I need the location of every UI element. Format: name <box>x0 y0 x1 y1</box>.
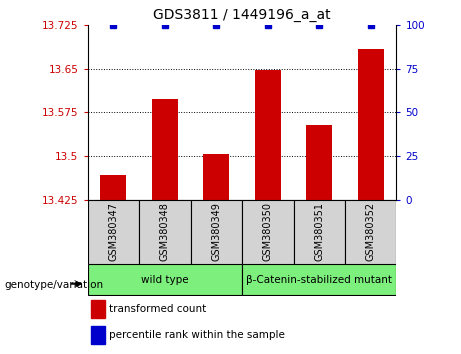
Text: GSM380349: GSM380349 <box>211 202 221 261</box>
Text: genotype/variation: genotype/variation <box>5 280 104 290</box>
Text: transformed count: transformed count <box>109 304 207 314</box>
Bar <box>242 264 396 295</box>
Bar <box>152 99 177 200</box>
Text: β-Catenin-stabilized mutant: β-Catenin-stabilized mutant <box>246 275 392 285</box>
Text: GSM380347: GSM380347 <box>108 202 118 261</box>
Text: GSM380350: GSM380350 <box>263 202 273 261</box>
Bar <box>190 200 242 264</box>
Bar <box>100 175 126 200</box>
Bar <box>88 264 242 295</box>
Bar <box>345 200 396 264</box>
Bar <box>294 200 345 264</box>
Text: GSM380351: GSM380351 <box>314 202 324 261</box>
Text: percentile rank within the sample: percentile rank within the sample <box>109 330 285 340</box>
Bar <box>139 200 190 264</box>
Text: GSM380348: GSM380348 <box>160 202 170 261</box>
Text: wild type: wild type <box>141 275 189 285</box>
Title: GDS3811 / 1449196_a_at: GDS3811 / 1449196_a_at <box>153 8 331 22</box>
Bar <box>91 300 105 318</box>
Bar <box>255 70 281 200</box>
Bar <box>358 49 384 200</box>
Bar <box>242 200 294 264</box>
Bar <box>91 326 105 344</box>
Bar <box>88 200 139 264</box>
Text: GSM380352: GSM380352 <box>366 202 376 262</box>
Bar <box>307 125 332 200</box>
Bar <box>203 154 229 200</box>
